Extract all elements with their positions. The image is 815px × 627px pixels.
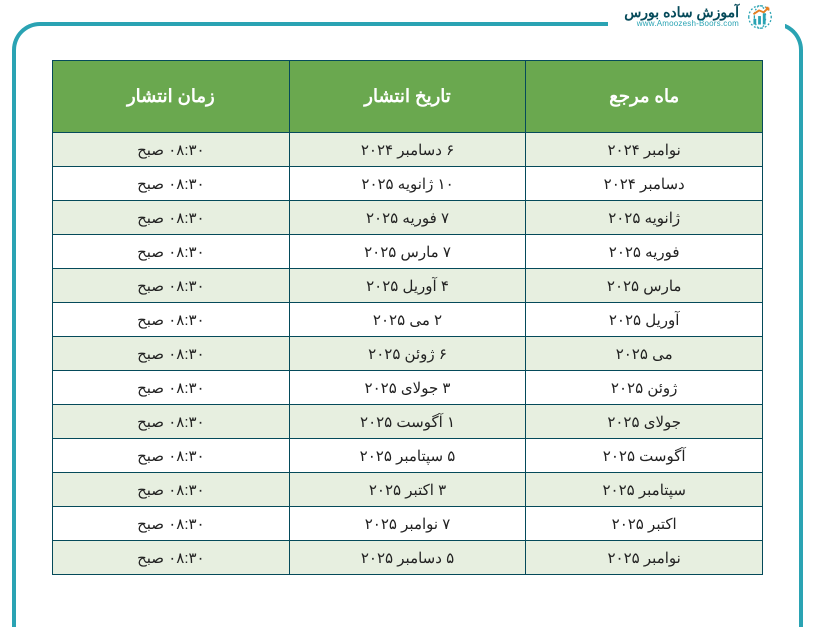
brand-logo: آموزش ساده بورس www.Amoozesh-Boors.com [608, 2, 785, 32]
cell-time: ۰۸:۳۰ صبح [53, 235, 290, 269]
table-header-row: ماه مرجع تاریخ انتشار زمان انتشار [53, 61, 763, 133]
table-row: فوریه ۲۰۲۵۷ مارس ۲۰۲۵۰۸:۳۰ صبح [53, 235, 763, 269]
cell-date: ۶ دسامبر ۲۰۲۴ [289, 133, 526, 167]
table-row: اکتبر ۲۰۲۵۷ نوامبر ۲۰۲۵۰۸:۳۰ صبح [53, 507, 763, 541]
cell-date: ۱ آگوست ۲۰۲۵ [289, 405, 526, 439]
cell-date: ۵ دسامبر ۲۰۲۵ [289, 541, 526, 575]
cell-date: ۷ مارس ۲۰۲۵ [289, 235, 526, 269]
cell-time: ۰۸:۳۰ صبح [53, 303, 290, 337]
table-container: ماه مرجع تاریخ انتشار زمان انتشار نوامبر… [52, 60, 763, 575]
cell-date: ۳ اکتبر ۲۰۲۵ [289, 473, 526, 507]
cell-month: اکتبر ۲۰۲۵ [526, 507, 763, 541]
cell-date: ۴ آوریل ۲۰۲۵ [289, 269, 526, 303]
cell-date: ۳ جولای ۲۰۲۵ [289, 371, 526, 405]
cell-date: ۷ فوریه ۲۰۲۵ [289, 201, 526, 235]
table-row: می ۲۰۲۵۶ ژوئن ۲۰۲۵۰۸:۳۰ صبح [53, 337, 763, 371]
cell-month: نوامبر ۲۰۲۵ [526, 541, 763, 575]
cell-month: ژوئن ۲۰۲۵ [526, 371, 763, 405]
table-row: ژانویه ۲۰۲۵۷ فوریه ۲۰۲۵۰۸:۳۰ صبح [53, 201, 763, 235]
cell-date: ۶ ژوئن ۲۰۲۵ [289, 337, 526, 371]
cell-time: ۰۸:۳۰ صبح [53, 167, 290, 201]
cell-month: ژانویه ۲۰۲۵ [526, 201, 763, 235]
cell-month: مارس ۲۰۲۵ [526, 269, 763, 303]
brand-title: آموزش ساده بورس [624, 5, 739, 20]
cell-time: ۰۸:۳۰ صبح [53, 371, 290, 405]
cell-time: ۰۸:۳۰ صبح [53, 541, 290, 575]
cell-month: جولای ۲۰۲۵ [526, 405, 763, 439]
cell-time: ۰۸:۳۰ صبح [53, 269, 290, 303]
cell-time: ۰۸:۳۰ صبح [53, 473, 290, 507]
table-row: آوریل ۲۰۲۵۲ می ۲۰۲۵۰۸:۳۰ صبح [53, 303, 763, 337]
globe-chart-icon [745, 2, 775, 32]
cell-month: آگوست ۲۰۲۵ [526, 439, 763, 473]
cell-date: ۲ می ۲۰۲۵ [289, 303, 526, 337]
cell-time: ۰۸:۳۰ صبح [53, 201, 290, 235]
col-header-date: تاریخ انتشار [289, 61, 526, 133]
schedule-table: ماه مرجع تاریخ انتشار زمان انتشار نوامبر… [52, 60, 763, 575]
cell-time: ۰۸:۳۰ صبح [53, 133, 290, 167]
cell-date: ۷ نوامبر ۲۰۲۵ [289, 507, 526, 541]
cell-time: ۰۸:۳۰ صبح [53, 439, 290, 473]
cell-month: سپتامبر ۲۰۲۵ [526, 473, 763, 507]
col-header-month: ماه مرجع [526, 61, 763, 133]
table-row: دسامبر ۲۰۲۴۱۰ ژانویه ۲۰۲۵۰۸:۳۰ صبح [53, 167, 763, 201]
table-row: مارس ۲۰۲۵۴ آوریل ۲۰۲۵۰۸:۳۰ صبح [53, 269, 763, 303]
table-row: جولای ۲۰۲۵۱ آگوست ۲۰۲۵۰۸:۳۰ صبح [53, 405, 763, 439]
col-header-time: زمان انتشار [53, 61, 290, 133]
cell-time: ۰۸:۳۰ صبح [53, 507, 290, 541]
table-row: ژوئن ۲۰۲۵۳ جولای ۲۰۲۵۰۸:۳۰ صبح [53, 371, 763, 405]
table-row: نوامبر ۲۰۲۵۵ دسامبر ۲۰۲۵۰۸:۳۰ صبح [53, 541, 763, 575]
cell-month: نوامبر ۲۰۲۴ [526, 133, 763, 167]
table-row: آگوست ۲۰۲۵۵ سپتامبر ۲۰۲۵۰۸:۳۰ صبح [53, 439, 763, 473]
table-row: سپتامبر ۲۰۲۵۳ اکتبر ۲۰۲۵۰۸:۳۰ صبح [53, 473, 763, 507]
brand-subtitle: www.Amoozesh-Boors.com [624, 20, 739, 29]
cell-time: ۰۸:۳۰ صبح [53, 337, 290, 371]
cell-time: ۰۸:۳۰ صبح [53, 405, 290, 439]
cell-date: ۱۰ ژانویه ۲۰۲۵ [289, 167, 526, 201]
cell-month: دسامبر ۲۰۲۴ [526, 167, 763, 201]
table-row: نوامبر ۲۰۲۴۶ دسامبر ۲۰۲۴۰۸:۳۰ صبح [53, 133, 763, 167]
cell-month: آوریل ۲۰۲۵ [526, 303, 763, 337]
cell-month: می ۲۰۲۵ [526, 337, 763, 371]
cell-date: ۵ سپتامبر ۲۰۲۵ [289, 439, 526, 473]
cell-month: فوریه ۲۰۲۵ [526, 235, 763, 269]
